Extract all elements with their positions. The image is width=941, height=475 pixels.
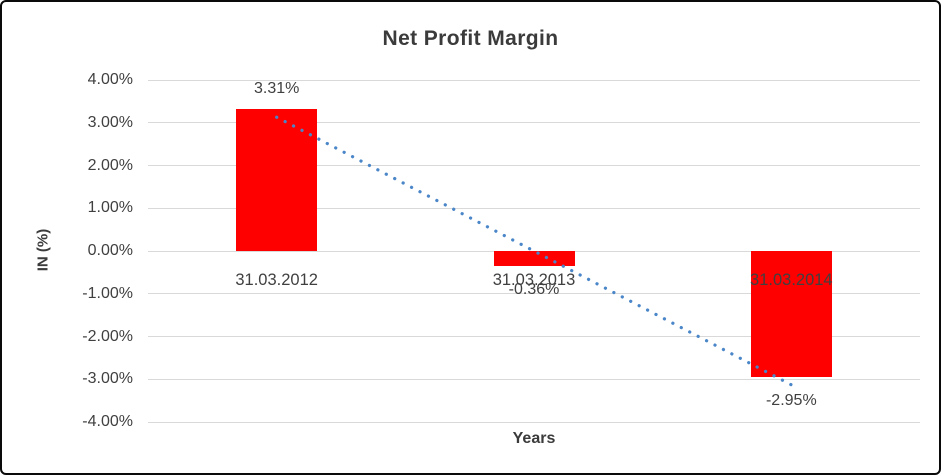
data-label: -0.36% bbox=[508, 281, 560, 299]
y-axis-tick-label: 1.00% bbox=[87, 199, 133, 217]
data-label: -2.95% bbox=[765, 392, 817, 410]
data-label: 3.31% bbox=[253, 80, 300, 98]
category-label: 31.03.2014 bbox=[750, 271, 833, 289]
chart-title: Net Profit Margin bbox=[382, 27, 559, 50]
bar-31.03.2012 bbox=[236, 109, 318, 251]
y-axis-tick-label: -3.00% bbox=[82, 370, 133, 388]
y-axis-tick-label: 3.00% bbox=[87, 113, 133, 131]
x-axis-title: Years bbox=[512, 430, 556, 447]
y-axis-tick-label: -4.00% bbox=[82, 413, 133, 430]
gridline bbox=[148, 79, 920, 81]
y-axis-tick-label: -1.00% bbox=[82, 284, 133, 302]
bar-31.03.2013 bbox=[493, 251, 575, 267]
y-axis-tick-label: 0.00% bbox=[87, 242, 133, 259]
y-axis-tick-label: -2.00% bbox=[82, 327, 133, 345]
y-axis-tick-label: 4.00% bbox=[87, 71, 133, 88]
category-label: 31.03.2012 bbox=[235, 271, 318, 289]
gridline bbox=[148, 421, 920, 423]
gridline bbox=[148, 378, 920, 380]
y-axis-title: IN (%) bbox=[34, 228, 52, 272]
y-axis-tick-label: 2.00% bbox=[87, 156, 133, 174]
